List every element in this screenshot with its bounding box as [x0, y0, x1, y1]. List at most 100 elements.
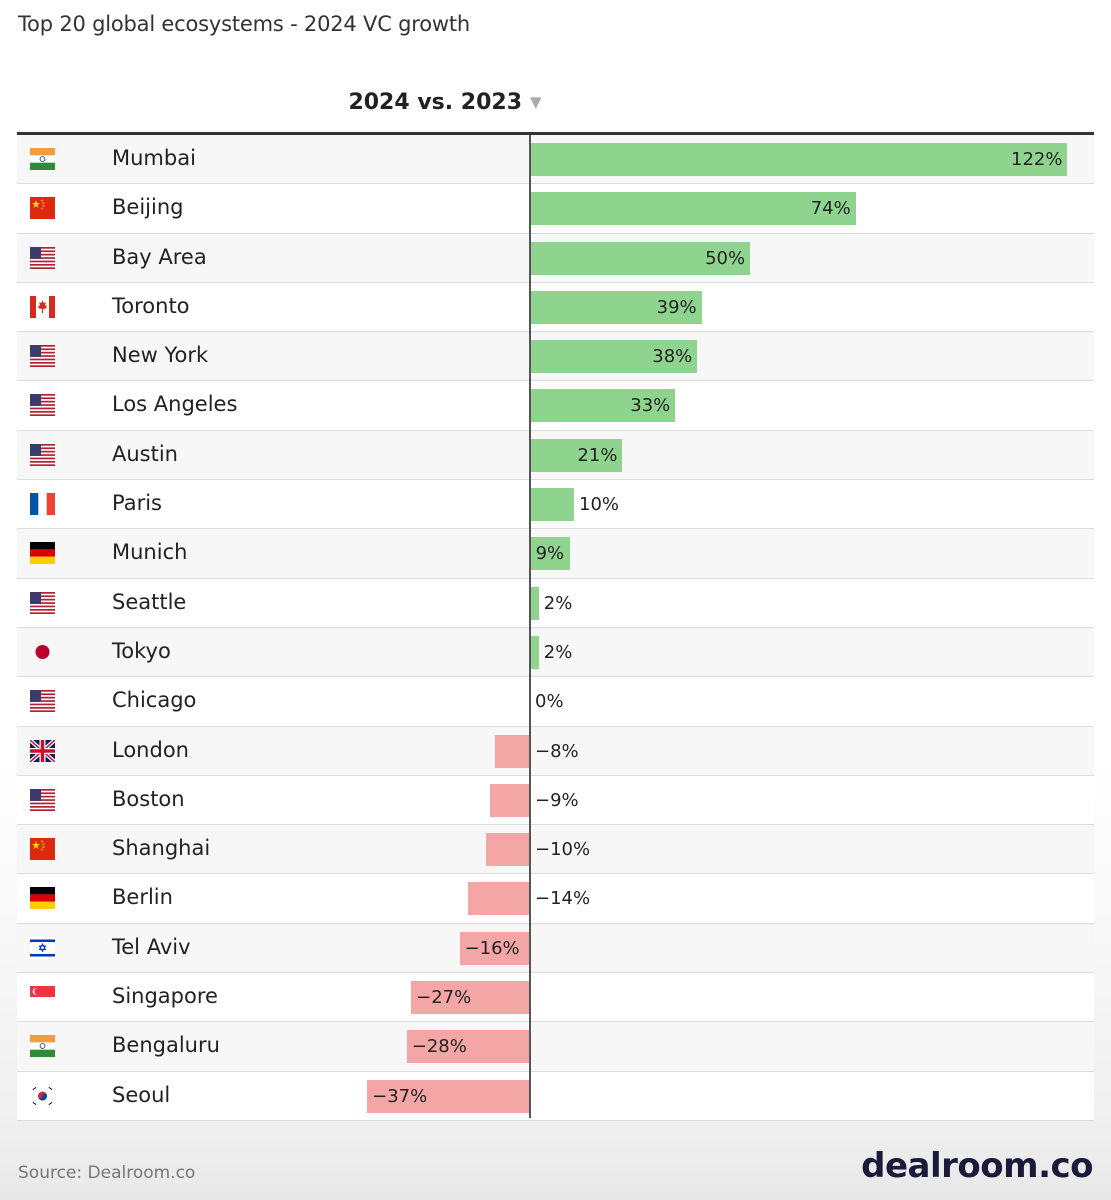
table-row: Los Angeles 33% — [17, 381, 1094, 431]
city-label: Munich — [112, 540, 188, 565]
bar — [530, 389, 676, 423]
india-flag-icon — [30, 148, 55, 170]
india-flag-icon — [30, 1035, 55, 1058]
bar — [530, 438, 623, 472]
city-label: Bengaluru — [112, 1033, 220, 1058]
table-row: Paris 10% — [17, 480, 1094, 530]
value-label: 50% — [705, 247, 746, 269]
value-label: −10% — [535, 839, 591, 861]
table-row: Singapore −27% — [17, 973, 1094, 1023]
usa-flag-icon — [30, 690, 55, 713]
uk-flag-icon — [28, 738, 57, 764]
value-label: 9% — [535, 543, 565, 565]
city-label: Tokyo — [112, 638, 171, 663]
value-label: 122% — [1011, 149, 1063, 170]
city-label: Boston — [112, 786, 185, 811]
usa-flag-icon — [30, 788, 55, 811]
column-header-label: 2024 vs. 2023 — [348, 90, 523, 115]
brand-logo: dealroom.co — [861, 1146, 1093, 1186]
bar — [468, 882, 530, 916]
table-row: Munich 9% — [17, 529, 1094, 579]
germany-flag-icon — [30, 887, 55, 910]
sort-descending-icon[interactable]: ▼ — [530, 93, 542, 111]
table-row: Mumbai 122% — [17, 135, 1094, 185]
value-label: 38% — [652, 346, 693, 368]
bar — [367, 1079, 530, 1113]
value-label: 10% — [579, 494, 620, 516]
china-flag-icon — [30, 838, 55, 861]
table-row: Tokyo 2% — [17, 627, 1094, 678]
city-label: Tel Aviv — [112, 934, 191, 959]
value-label: 0% — [535, 691, 564, 713]
bar — [406, 1030, 530, 1064]
table-row: Toronto 39% — [17, 282, 1094, 333]
city-label: London — [112, 737, 189, 762]
table-row: New York 38% — [17, 332, 1094, 382]
table-row: Tel Aviv −16% — [17, 923, 1094, 974]
city-label: Bay Area — [112, 244, 207, 269]
city-label: Shanghai — [112, 836, 211, 861]
city-label: Austin — [112, 441, 178, 466]
value-label: −28% — [411, 1036, 467, 1058]
value-label: −14% — [535, 888, 591, 910]
usa-flag-icon — [30, 591, 55, 614]
japan-flag-icon — [30, 641, 55, 663]
bar — [530, 290, 702, 324]
city-label: Seoul — [112, 1082, 171, 1107]
usa-flag-icon — [30, 394, 55, 417]
value-label: 21% — [577, 444, 618, 466]
value-label: −9% — [535, 789, 579, 811]
city-label: Toronto — [112, 293, 190, 318]
zero-axis-line — [529, 135, 531, 1118]
city-label: Beijing — [112, 195, 184, 220]
table-row: Seoul −37% — [17, 1071, 1094, 1121]
bar — [530, 488, 575, 522]
south-korea-flag-icon — [30, 1084, 55, 1107]
china-flag-icon — [30, 197, 55, 220]
header-rule — [17, 132, 1094, 135]
value-label: 2% — [543, 641, 573, 663]
value-label: −8% — [535, 740, 579, 762]
column-header-sort[interactable]: 2024 vs. 2023 ▼ — [330, 90, 560, 115]
usa-flag-icon — [30, 443, 55, 466]
table-row: Chicago 0% — [17, 677, 1094, 727]
table-row: Bengaluru −28% — [17, 1022, 1094, 1072]
bar — [530, 143, 1067, 176]
city-label: Paris — [112, 491, 162, 516]
city-label: Mumbai — [112, 146, 196, 170]
table-row: London −8% — [17, 726, 1094, 776]
bar — [490, 783, 530, 817]
city-label: Seattle — [112, 589, 187, 614]
bar — [494, 734, 530, 768]
value-label: −37% — [372, 1085, 428, 1107]
usa-flag-icon — [30, 345, 55, 368]
value-label: −27% — [416, 987, 472, 1009]
city-label: New York — [112, 343, 209, 368]
germany-flag-icon — [30, 542, 55, 565]
chart-title: Top 20 global ecosystems - 2024 VC growt… — [18, 12, 471, 36]
source-note: Source: Dealroom.co — [18, 1163, 196, 1183]
bar — [411, 981, 530, 1015]
value-label: 33% — [630, 395, 671, 417]
table-row: Beijing 74% — [17, 184, 1094, 234]
value-label: 39% — [656, 296, 697, 318]
value-label: 2% — [543, 592, 573, 614]
table-row: Seattle 2% — [17, 578, 1094, 628]
bar — [530, 192, 856, 226]
canada-flag-icon — [30, 295, 55, 318]
city-label: Chicago — [112, 688, 197, 713]
bar — [485, 833, 530, 867]
bar — [530, 537, 570, 571]
city-label: Los Angeles — [112, 392, 238, 417]
bar — [530, 635, 539, 669]
table-row: Boston −9% — [17, 775, 1094, 826]
value-label: −16% — [464, 937, 520, 959]
value-label: 74% — [810, 198, 851, 220]
city-label: Berlin — [112, 885, 173, 910]
table-row: Bay Area 50% — [17, 233, 1094, 283]
singapore-flag-icon — [30, 986, 55, 1009]
bar — [459, 931, 530, 965]
france-flag-icon — [30, 493, 55, 516]
bar — [530, 586, 539, 620]
bar-table: Mumbai 122% Beijing 74% Bay Area 50% Toronto 39… — [17, 135, 1094, 1121]
